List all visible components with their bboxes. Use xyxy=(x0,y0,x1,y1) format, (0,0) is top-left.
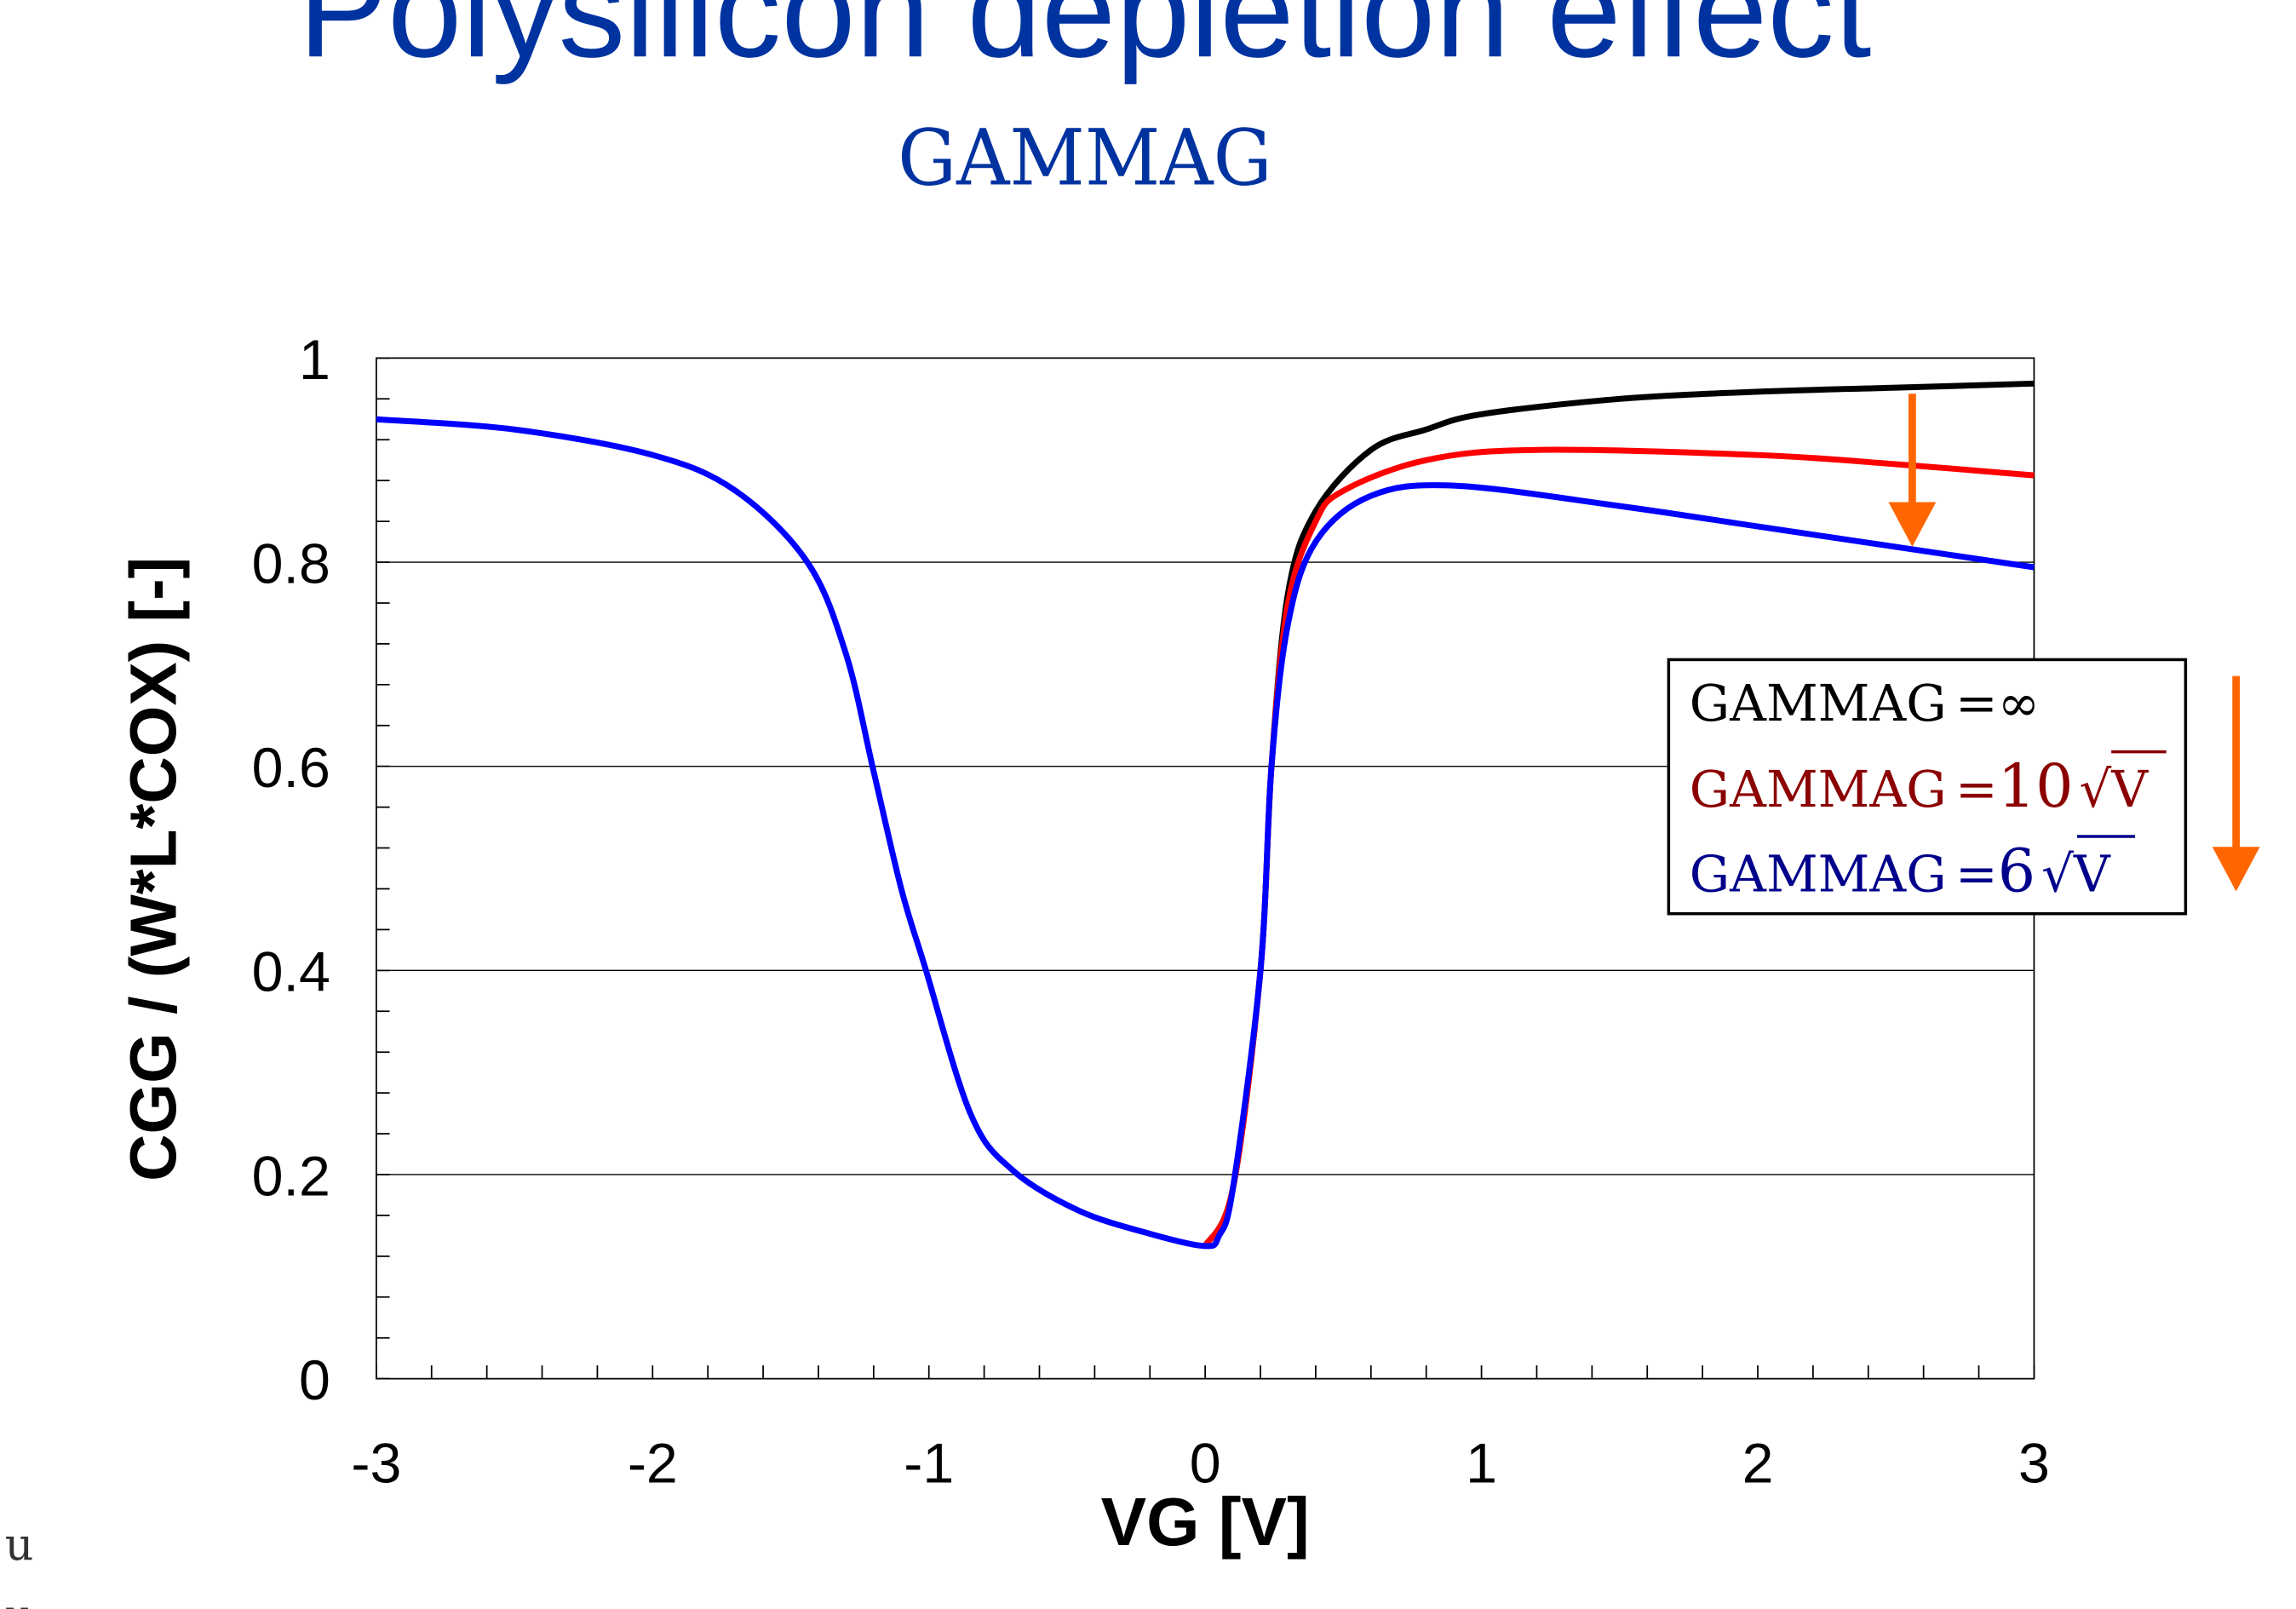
y-axis-label: CGG / (W*L*COX) [-] xyxy=(118,557,190,1181)
arrow-plot xyxy=(1888,394,1937,547)
page-subtitle: GAMMAG xyxy=(898,113,1272,203)
x-tick-labels: -3 -2 -1 0 1 2 3 xyxy=(351,1433,2049,1496)
x-tick-label: -2 xyxy=(628,1433,678,1496)
y-tick-label: 0.4 xyxy=(252,941,330,1004)
y-tick-label: 0.6 xyxy=(252,737,330,800)
x-tick-label: 1 xyxy=(1466,1433,1497,1496)
side-mark: u xyxy=(5,1519,34,1571)
x-tick-label: -1 xyxy=(904,1433,954,1496)
x-axis-label: VG [V] xyxy=(1101,1484,1310,1560)
y-tick-labels: 0 0.2 0.4 0.6 0.8 1 xyxy=(252,329,330,1412)
y-tick-label: 0.8 xyxy=(252,532,330,595)
legend-entry-10: GAMMAG =10 √V xyxy=(1690,750,2167,821)
x-tick-label: -3 xyxy=(351,1433,401,1496)
y-tick-label: 1 xyxy=(299,329,330,392)
arrow-legend xyxy=(2212,675,2260,892)
svg-text:GAMMAG=10√V: GAMMAG =10 √V xyxy=(1690,752,2150,821)
legend-entry-inf: GAMMAG =∞ xyxy=(1690,674,2040,733)
legend: GAMMAG =∞ GAMMAG =10 √V GAMMAG =6 √V xyxy=(1667,658,2188,916)
axis-ticks xyxy=(376,357,2035,1380)
x-tick-label: 0 xyxy=(1190,1433,1221,1496)
x-tick-label: 2 xyxy=(1742,1433,1774,1496)
y-tick-label: 0 xyxy=(299,1349,330,1412)
x-tick-label: 3 xyxy=(2018,1433,2050,1496)
y-tick-label: 0.2 xyxy=(252,1145,330,1208)
legend-entry-6: GAMMAG =6 √V xyxy=(1690,835,2136,906)
series-line-GAMMAG=6√V xyxy=(376,416,2035,1250)
svg-text:GAMMAG=6√V: GAMMAG =6 √V xyxy=(1690,837,2111,906)
series-lines xyxy=(376,380,2035,1250)
svg-text:GAMMAG=∞: GAMMAG =∞ xyxy=(1690,674,2040,733)
page-title: Polysilicon depletion effect xyxy=(298,0,1871,85)
side-mark: u xyxy=(5,1590,34,1609)
